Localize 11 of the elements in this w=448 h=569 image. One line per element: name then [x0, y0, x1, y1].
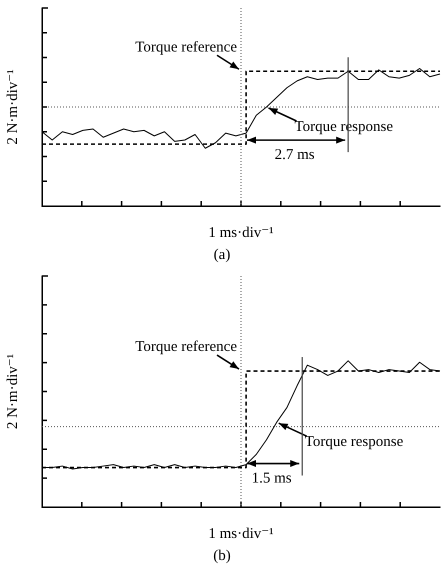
series-label: Torque reference — [135, 39, 238, 56]
annotation: 1.5 ms — [252, 470, 292, 487]
x-axis-title: 1 ms·div⁻¹ — [208, 224, 274, 241]
text: (b) — [213, 548, 231, 564]
annotation: 2.7 ms — [274, 147, 315, 164]
x-axis-title: 1 ms·div⁻¹ — [208, 526, 274, 542]
legend-label: Torque response — [304, 434, 404, 450]
y-axis-title: 2 N·m·div⁻¹ — [4, 69, 21, 145]
text: (a) — [214, 246, 230, 263]
series-label: Torque reference — [135, 339, 238, 356]
y-axis-title: 2 N·m·div⁻¹ — [4, 354, 21, 430]
